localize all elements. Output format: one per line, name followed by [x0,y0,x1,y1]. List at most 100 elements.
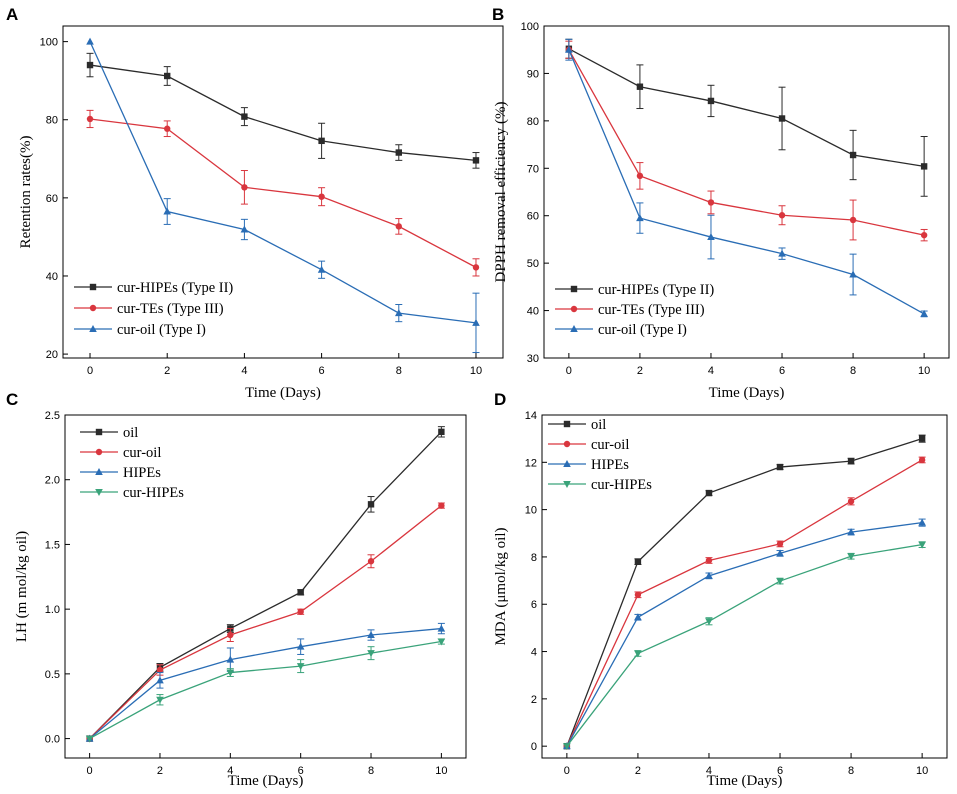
legend-marker [89,283,97,291]
data-point [367,650,375,658]
data-point [634,613,642,621]
data-point [156,676,164,684]
series-line [89,431,442,740]
x-tick-label: 2 [637,365,643,377]
y-tick-label: 14 [525,410,537,422]
data-point [367,631,375,639]
legend-marker [570,285,578,293]
data-point [920,163,928,170]
legend-marker [89,304,97,312]
panel-label: D [494,390,506,409]
data-point [776,540,784,548]
data-point [226,669,235,677]
y-tick-label: 50 [527,258,539,270]
legend-label: HIPEs [123,465,161,481]
y-axis-title: Retention rates(%) [18,136,34,249]
series-line [89,640,442,740]
series-line [89,627,442,740]
legend-label: cur-HIPEs [591,477,652,493]
x-tick-label: 10 [918,365,930,377]
series-cur-hipes [563,541,926,751]
data-point [778,115,786,122]
x-tick-label: 10 [470,365,482,377]
data-point [847,498,855,505]
data-point [634,558,642,565]
plot-frame [62,25,504,359]
legend: oil cur-oil HIPEs cur-HIPEs [548,417,652,493]
series-line [566,521,923,747]
y-tick-label: 90 [527,68,539,80]
legend-label: cur-HIPEs (Type II) [598,282,714,298]
data-point [918,435,926,442]
panel-label: C [6,390,18,409]
y-tick-label: 60 [527,211,539,223]
y-tick-label: 40 [527,306,539,318]
series-cur-hipes-type-ii [565,38,928,197]
y-tick-label: 0.5 [45,669,60,681]
y-tick-label: 2.0 [45,475,60,487]
x-tick-label: 10 [916,765,928,777]
data-point [472,157,480,164]
data-point [776,578,784,586]
data-point [920,231,928,239]
panel-label: B [492,5,504,24]
data-point [636,172,644,180]
data-point [847,553,855,561]
x-tick-label: 6 [298,765,304,777]
data-point [636,214,644,222]
data-point [156,696,164,704]
legend-label: cur-oil [591,437,629,453]
data-point [849,216,857,224]
y-tick-label: 2.5 [45,410,60,422]
legend-marker [563,440,571,448]
x-tick-label: 8 [850,365,856,377]
y-tick-label: 8 [531,552,537,564]
series-line [89,64,477,162]
data-point [705,618,713,626]
y-tick-label: 80 [46,115,58,127]
data-point [918,541,926,549]
legend-label: cur-TEs (Type III) [117,301,224,317]
legend-label: cur-TEs (Type III) [598,302,705,318]
data-point [778,249,786,257]
data-point [367,501,375,508]
x-tick-label: 6 [779,365,785,377]
data-point [156,666,164,674]
data-point [395,223,402,230]
y-tick-label: 80 [527,116,539,128]
series-cur-tes-type-iii [86,109,480,277]
legend-marker [89,325,97,332]
x-tick-label: 4 [241,365,247,377]
series-cur-tes-type-iii [565,40,928,242]
y-tick-label: 1.5 [45,539,60,551]
y-tick-label: 40 [46,271,58,283]
data-point [920,309,928,317]
y-tick-label: 30 [527,353,539,365]
x-tick-label: 2 [164,365,170,377]
series-cur-oil-type-i [86,37,480,354]
x-tick-label: 8 [396,365,402,377]
y-tick-label: 0 [531,741,537,753]
legend-label: cur-oil (Type I) [598,322,687,338]
legend-marker [95,428,103,436]
data-point [367,558,375,565]
data-point [296,663,305,671]
legend-marker [95,489,103,496]
data-point [297,589,304,596]
data-point [705,489,713,497]
x-tick-label: 0 [87,365,93,377]
data-point [437,624,446,632]
chart-panel-b: B 0 2 4 6 8 10 30 40 50 60 70 80 90 100 Time (Days) DPPH… [492,5,950,401]
legend-marker [563,481,571,488]
data-point [163,207,172,215]
data-point [318,137,325,145]
series-cur-oil-type-i [565,38,928,318]
x-tick-label: 4 [227,765,233,777]
x-tick-label: 6 [777,765,783,777]
legend-label: cur-HIPEs [123,485,184,501]
legend-label: oil [123,425,138,441]
data-point [296,642,305,650]
series-oil [563,434,926,750]
y-tick-label: 100 [521,21,539,33]
